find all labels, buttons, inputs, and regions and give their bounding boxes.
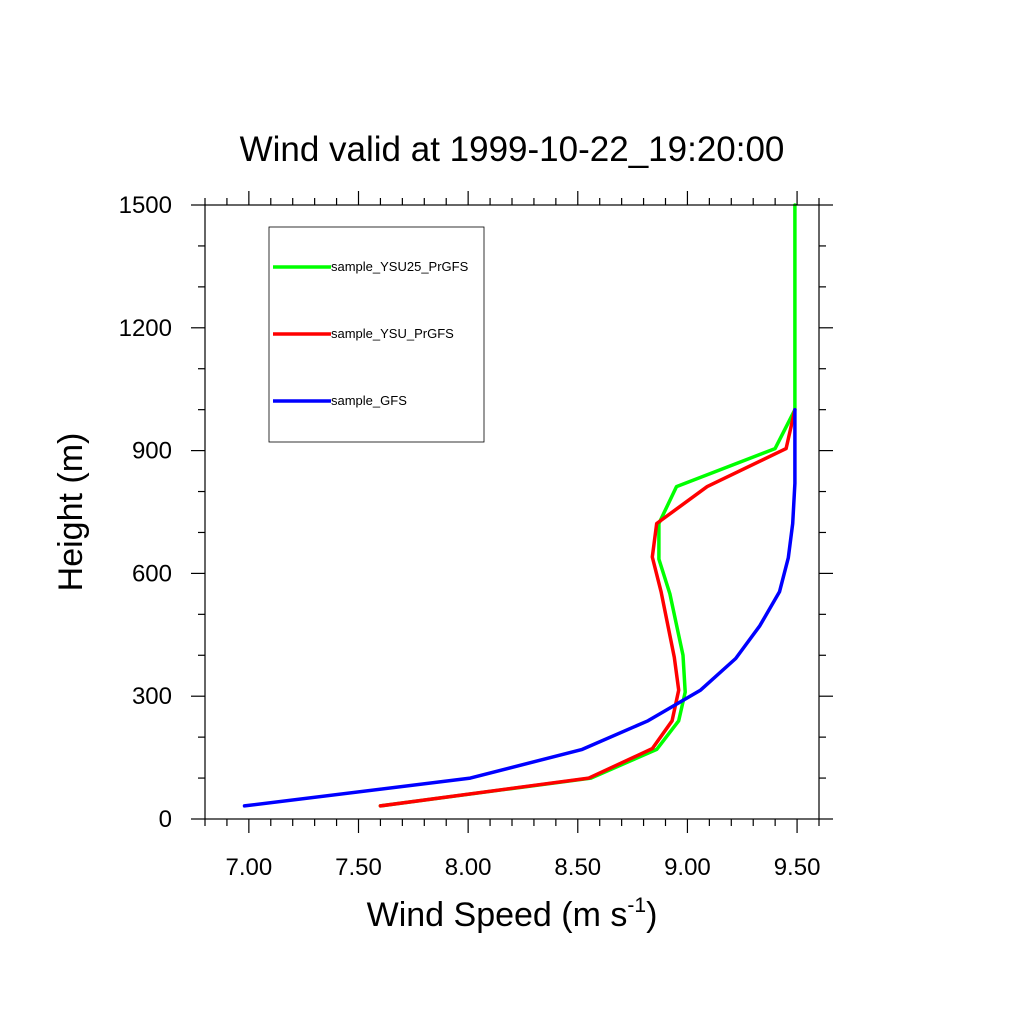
y-tick-label: 1500 <box>119 192 172 219</box>
x-tick-label: 8.50 <box>554 854 601 881</box>
series-line-sample_YSU25_PrGFS <box>378 203 797 808</box>
x-axis-label-superscript: -1 <box>627 894 646 917</box>
y-tick-label: 300 <box>132 683 172 710</box>
axis-ticks <box>191 191 833 833</box>
y-axis-label: Height (m) <box>52 433 90 592</box>
series-line-sample_YSU_PrGFS <box>378 407 797 808</box>
x-axis-label-suffix: ) <box>646 896 657 934</box>
legend-label: sample_GFS <box>331 393 407 408</box>
x-tick-label: 7.50 <box>335 854 382 881</box>
y-tick-label: 900 <box>132 438 172 465</box>
legend-label: sample_YSU_PrGFS <box>331 326 454 341</box>
x-axis-label-base: Wind Speed (m s <box>367 896 628 934</box>
y-tick-label: 0 <box>159 806 172 833</box>
x-tick-label: 7.00 <box>225 854 272 881</box>
x-tick-labels: 7.00 7.50 8.00 8.50 9.00 9.50 <box>225 854 820 881</box>
x-tick-label: 8.00 <box>445 854 492 881</box>
x-axis-label: Wind Speed (m s-1) <box>367 894 658 934</box>
plot-lines <box>242 203 797 808</box>
x-tick-label: 9.00 <box>664 854 711 881</box>
y-tick-labels: 0 300 600 900 1200 1500 <box>119 192 172 833</box>
legend: sample_YSU25_PrGFS sample_YSU_PrGFSsample… <box>268 226 485 443</box>
x-tick-label: 9.50 <box>774 854 821 881</box>
y-tick-label: 600 <box>132 560 172 587</box>
legend-label: sample_YSU25_PrGFS <box>331 259 469 274</box>
y-tick-label: 1200 <box>119 315 172 342</box>
series-line-sample_GFS <box>242 407 797 808</box>
legend-items: sample_YSU25_PrGFS sample_YSU_PrGFSsample… <box>273 259 469 408</box>
chart-title: Wind valid at 1999-10-22_19:20:00 <box>240 130 785 169</box>
